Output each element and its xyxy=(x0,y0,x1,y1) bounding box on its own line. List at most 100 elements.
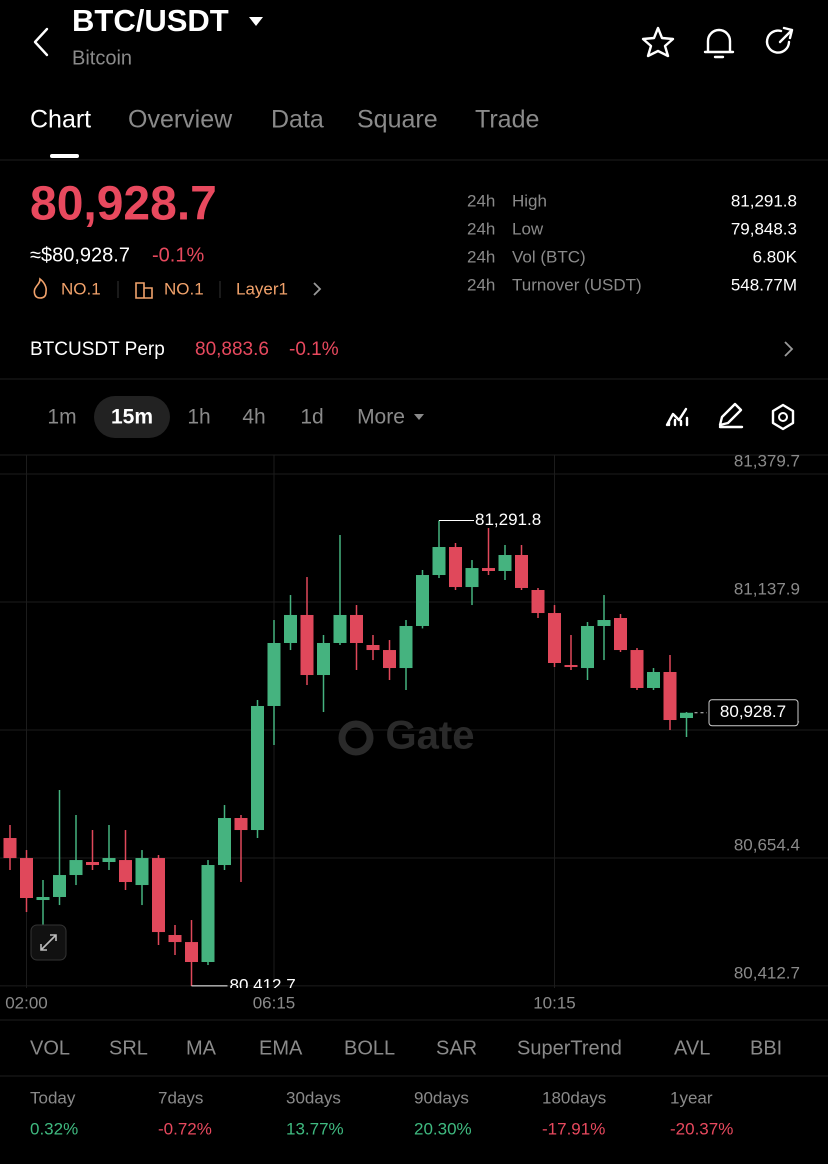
candle-body xyxy=(432,547,446,576)
candle-body xyxy=(482,568,495,571)
candle-body xyxy=(168,935,182,943)
favorite-icon[interactable] xyxy=(641,26,675,58)
watermark-logo xyxy=(338,720,374,756)
candle-body xyxy=(515,555,528,588)
performance-period: 90days xyxy=(414,1088,469,1107)
approx-price: ≈$80,928.7 xyxy=(30,244,130,266)
indicator-tab[interactable]: AVL xyxy=(674,1037,710,1059)
candle-body xyxy=(680,712,693,719)
settings-tool-dot xyxy=(778,412,788,422)
tab[interactable]: Square xyxy=(357,106,438,134)
indicator-tab[interactable]: BOLL xyxy=(344,1037,395,1059)
tab[interactable]: Trade xyxy=(475,106,539,134)
indicator-tool[interactable] xyxy=(665,407,689,427)
tab[interactable]: Chart xyxy=(30,106,91,134)
candle-body xyxy=(350,614,363,643)
draw-tool[interactable] xyxy=(718,402,744,429)
candle-body xyxy=(3,838,17,859)
hot-rank[interactable]: NO.1 xyxy=(61,279,101,298)
candle-body xyxy=(465,568,479,588)
tab[interactable]: Data xyxy=(271,106,324,134)
performance-value: -20.37% xyxy=(670,1119,733,1138)
pair-subtitle: Bitcoin xyxy=(72,47,132,69)
last-price: 80,928.7 xyxy=(30,178,217,231)
pair-title[interactable]: BTC/USDT xyxy=(72,3,229,38)
candle-body xyxy=(119,860,132,883)
fullscreen-icon xyxy=(40,934,57,951)
candle-body xyxy=(86,862,99,866)
timeframe[interactable]: 1m xyxy=(47,406,76,429)
alert-icon[interactable] xyxy=(703,28,735,59)
stat-value: 79,848.3 xyxy=(731,219,797,238)
perp-name[interactable]: BTCUSDT Perp xyxy=(30,339,165,360)
watermark: Gate xyxy=(386,714,475,758)
chevron[interactable] xyxy=(313,282,322,296)
chevron[interactable] xyxy=(784,341,794,357)
candlestick-chart: Gate81,379.781,137.980,896.180,654.480,4… xyxy=(0,451,828,988)
indicator-tab[interactable]: BBI xyxy=(750,1037,782,1059)
candle-body xyxy=(647,672,660,688)
stat-period: 24h xyxy=(467,191,495,210)
candle-body xyxy=(531,589,545,614)
timeframe[interactable]: More xyxy=(357,406,405,429)
candle-body xyxy=(663,672,677,721)
candle-body xyxy=(185,942,198,963)
max-label: 81,291.8 xyxy=(475,510,541,529)
candle-body xyxy=(548,613,561,664)
candle-body xyxy=(300,614,314,676)
candle-body xyxy=(267,642,281,706)
stat-name: Turnover (USDT) xyxy=(512,275,642,294)
stat-period: 24h xyxy=(467,247,495,266)
pair-dropdown[interactable] xyxy=(249,17,263,26)
y-tick-label: 80,412.7 xyxy=(734,963,800,982)
timeframe[interactable]: 4h xyxy=(242,406,265,429)
mcap-rank[interactable]: NO.1 xyxy=(164,279,204,298)
timeframe[interactable]: 1d xyxy=(300,406,323,429)
stat-name: High xyxy=(512,191,547,210)
back-button[interactable] xyxy=(33,27,49,57)
candle-body xyxy=(36,896,50,901)
settings-tool[interactable] xyxy=(771,403,795,431)
performance-period: 30days xyxy=(286,1088,341,1107)
performance-period: 180days xyxy=(542,1088,606,1107)
candle-body xyxy=(614,618,627,651)
candle-body xyxy=(284,614,297,643)
y-tick-label: 81,379.7 xyxy=(734,451,800,470)
indicator-tab[interactable]: SuperTrend xyxy=(517,1037,622,1059)
stat-period: 24h xyxy=(467,219,495,238)
sector-tag[interactable]: Layer1 xyxy=(236,279,288,298)
candle-body xyxy=(20,858,33,899)
x-tick-label: 06:15 xyxy=(253,993,296,1012)
perp-change: -0.1% xyxy=(289,339,339,360)
stat-value: 6.80K xyxy=(753,247,798,266)
share-icon[interactable] xyxy=(765,26,794,54)
performance-value: 0.32% xyxy=(30,1119,78,1138)
performance-value: -17.91% xyxy=(542,1119,605,1138)
performance-value: 20.30% xyxy=(414,1119,472,1138)
candle-body xyxy=(630,650,644,688)
stat-value: 548.77M xyxy=(731,275,797,294)
timeframe[interactable]: 15m xyxy=(111,406,153,429)
stat-name: Low xyxy=(512,219,544,238)
timeframe[interactable]: 1h xyxy=(187,406,210,429)
price-change: -0.1% xyxy=(152,244,204,266)
indicator-tab[interactable]: VOL xyxy=(30,1037,70,1059)
candle-body xyxy=(449,547,462,588)
perp-price: 80,883.6 xyxy=(195,339,269,360)
candle-body xyxy=(53,875,66,897)
indicator-tab[interactable]: MA xyxy=(186,1037,217,1059)
more-dropdown[interactable] xyxy=(414,414,424,420)
performance-value: 13.77% xyxy=(286,1119,344,1138)
candle-body xyxy=(135,858,149,886)
stat-period: 24h xyxy=(467,275,495,294)
tab[interactable]: Overview xyxy=(128,106,233,134)
indicator-tab[interactable]: SAR xyxy=(436,1037,477,1059)
indicator-tab[interactable]: SRL xyxy=(109,1037,148,1059)
performance-period: 1year xyxy=(670,1088,713,1107)
candle-body xyxy=(218,818,231,866)
candle-body xyxy=(333,614,347,643)
performance-period: Today xyxy=(30,1088,76,1107)
indicator-tab[interactable]: EMA xyxy=(259,1037,303,1059)
